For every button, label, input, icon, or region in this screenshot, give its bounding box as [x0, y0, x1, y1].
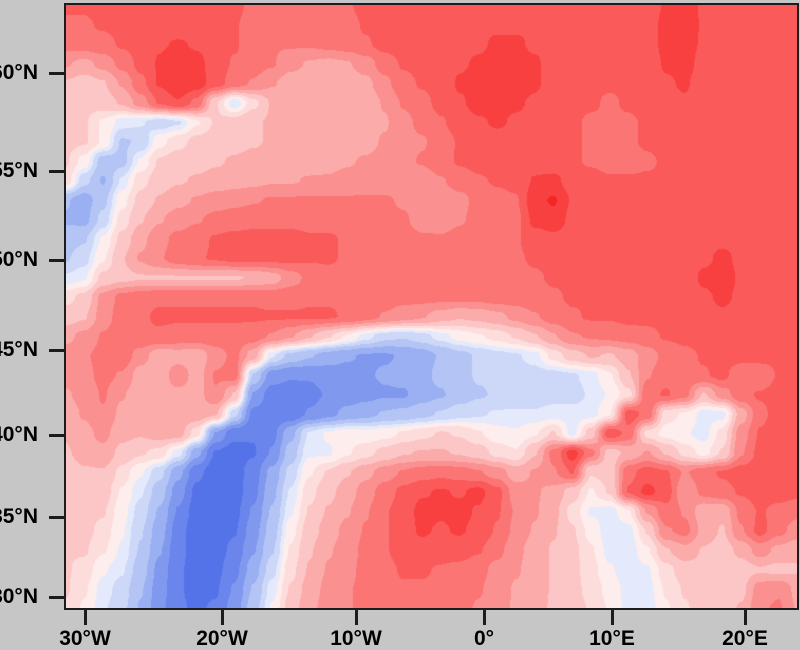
x-tick: [483, 610, 486, 625]
x-tick: [744, 610, 747, 625]
y-tick: [49, 596, 64, 599]
contour-map-canvas: [65, 5, 798, 609]
x-tick: [221, 610, 224, 625]
x-tick-label: 10°E: [589, 627, 635, 650]
x-tick: [84, 610, 87, 625]
y-tick-label: 35°N: [0, 505, 38, 528]
y-tick-label: 30°N: [0, 585, 38, 608]
y-tick-label: 50°N: [0, 248, 38, 271]
x-tick-label: 20°E: [722, 627, 768, 650]
y-tick: [49, 434, 64, 437]
y-tick-label: 55°N: [0, 159, 38, 182]
y-tick: [49, 259, 64, 262]
x-tick-label: 20°W: [196, 627, 248, 650]
y-tick-label: 45°N: [0, 338, 38, 361]
y-tick: [49, 72, 64, 75]
y-tick-label: 40°N: [0, 423, 38, 446]
x-tick-label: 10°W: [330, 627, 382, 650]
y-tick: [49, 170, 64, 173]
y-tick-label: 60°N: [0, 61, 38, 84]
x-tick-label: 0°: [473, 627, 495, 650]
x-tick: [611, 610, 614, 625]
x-tick-label: 30°W: [59, 627, 111, 650]
x-tick: [355, 610, 358, 625]
y-tick: [49, 349, 64, 352]
y-tick: [49, 516, 64, 519]
